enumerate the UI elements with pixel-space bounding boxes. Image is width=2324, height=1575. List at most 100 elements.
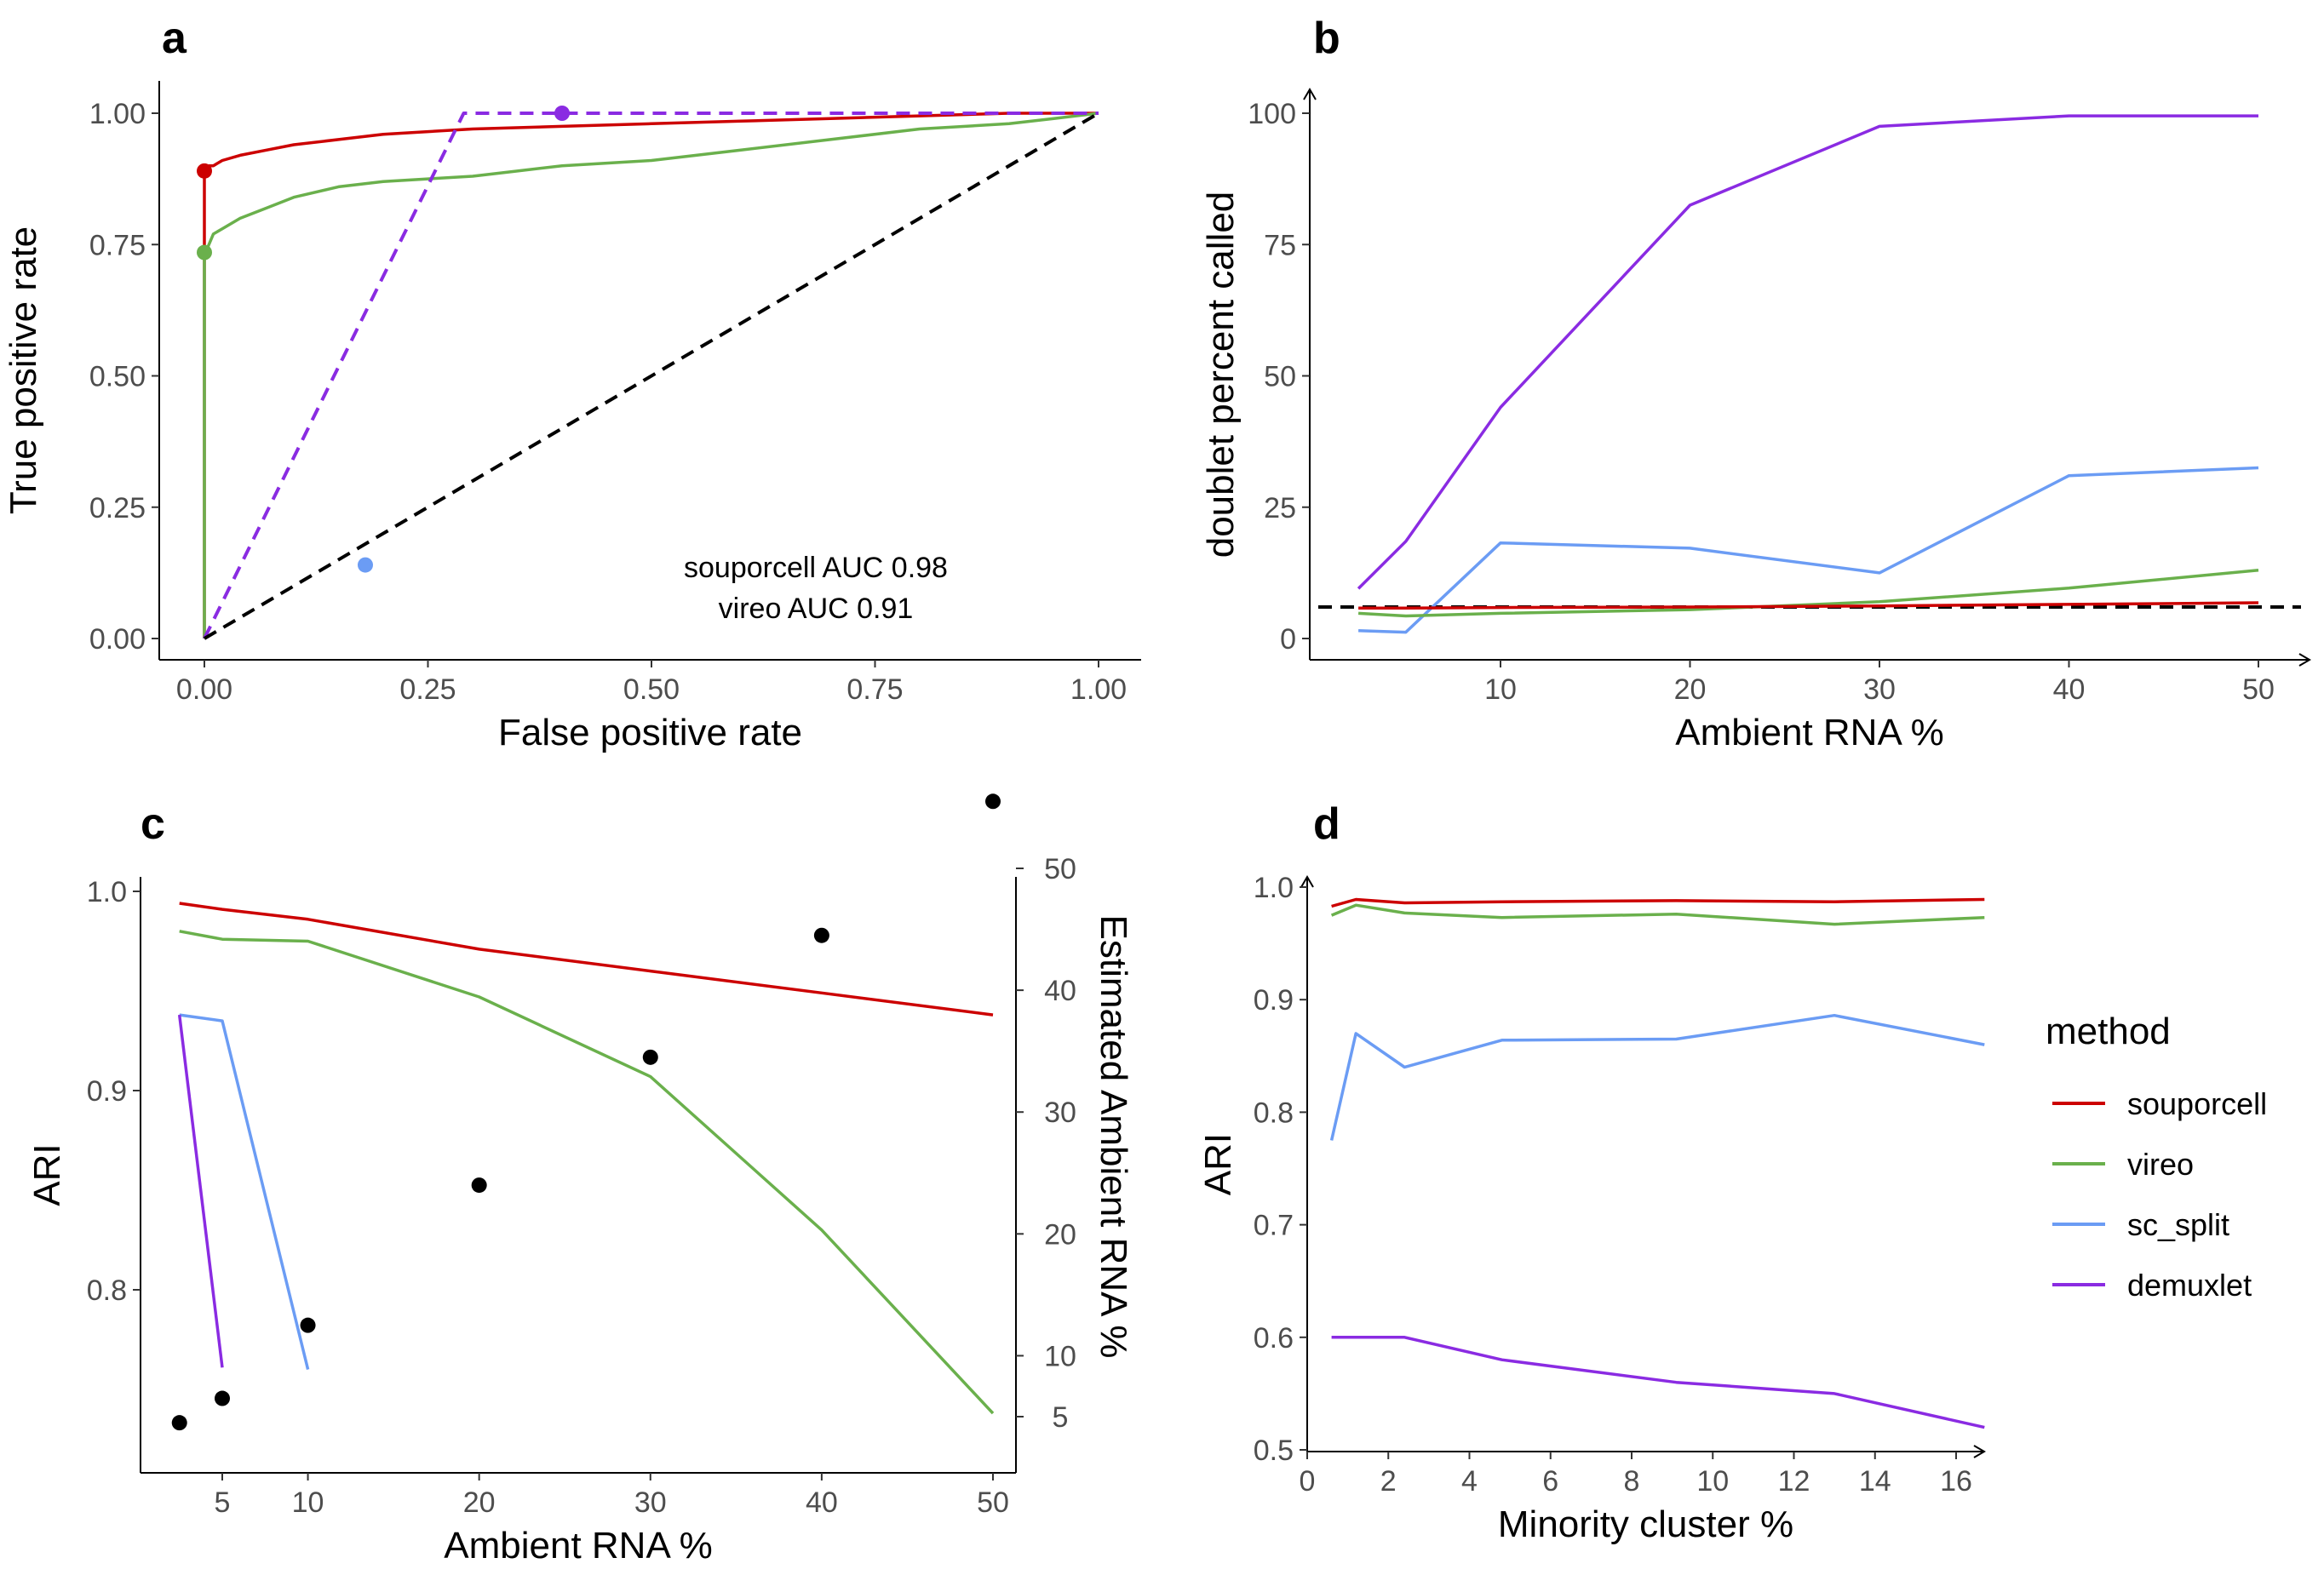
x-tick-label: 50: [977, 1486, 1009, 1519]
x-tick-label: 20: [1674, 673, 1707, 706]
x-tick-label: 40: [806, 1486, 838, 1519]
y2-tick-label: 5: [1053, 1401, 1069, 1434]
x-axis-title: Ambient RNA %: [444, 1525, 712, 1566]
y-tick-label: 0.6: [1254, 1322, 1294, 1354]
legend-label-demuxlet: demuxlet: [2127, 1268, 2252, 1303]
panel-letter-b: b: [1313, 14, 1340, 63]
panel-letter-c: c: [141, 799, 165, 849]
series-line-sc_split: [1329, 1013, 1985, 1141]
y-tick-label: 0.50: [89, 361, 146, 393]
series-line-vireo: [179, 930, 995, 1415]
x-axis-title: Minority cluster %: [1498, 1503, 1793, 1545]
estimated-ambient-point: [300, 1317, 316, 1333]
x-tick-label: 0: [1300, 1465, 1316, 1498]
series-line-demuxlet: [1331, 1336, 1985, 1429]
y-tick-label: 0.9: [1254, 984, 1294, 1017]
y-axis-arrow: [1303, 88, 1317, 100]
panel-c: c 5 10 20 30 40 50 0.8 0.9 1.0 Ambient RNA % ARI 5 10…: [26, 793, 1134, 1566]
y-axis-title: ARI: [1197, 1133, 1239, 1195]
y2-tick-label: 20: [1044, 1218, 1076, 1251]
panel-d: d 0 2 4 6 8 10 12 14 16 0.5 0.6 0.7 0.8 0.9 1.0 Minority…: [1197, 799, 1986, 1545]
x-axis-title: Ambient RNA %: [1675, 712, 1943, 753]
panel-letter-a: a: [162, 14, 187, 63]
series-line-sc_split: [1358, 466, 2259, 634]
y-tick-label: 0.75: [89, 229, 146, 261]
y-tick-label: 0.8: [87, 1274, 127, 1307]
series-line-souporcell: [1358, 601, 2259, 610]
series-line-sc_split: [179, 1013, 310, 1371]
panel-a: a 0.00 0.25 0.50 0.75 1.00 0.00 0.25 0.50 0.75 1.0…: [3, 14, 1141, 753]
x-tick-label: 2: [1380, 1465, 1397, 1498]
series-line-demuxlet: [203, 112, 1099, 639]
x-tick-label: 8: [1624, 1465, 1640, 1498]
y2-tick-label: 50: [1044, 853, 1076, 885]
y-tick-label: 25: [1264, 492, 1296, 524]
y-tick-label: 0.8: [1254, 1097, 1294, 1129]
estimated-ambient-point: [171, 1415, 187, 1431]
x-tick-label: 5: [215, 1486, 231, 1519]
x-tick-label: 0.75: [846, 673, 903, 706]
estimated-ambient-point: [985, 793, 1001, 810]
estimated-ambient-point: [642, 1049, 658, 1065]
series-line-souporcell: [179, 902, 994, 1017]
x-tick-label: 0.00: [176, 673, 232, 706]
x-tick-label: 12: [1778, 1465, 1810, 1498]
x-axis-title: False positive rate: [498, 712, 802, 753]
series-line-souporcell: [1331, 897, 1985, 908]
y-tick-label: 1.00: [89, 98, 146, 130]
y-tick-label: 0.7: [1254, 1210, 1294, 1242]
legend-title: method: [2046, 1011, 2171, 1052]
x-tick-label: 30: [1863, 673, 1896, 706]
y-tick-label: 0.5: [1254, 1435, 1294, 1467]
x-tick-label: 0.50: [623, 673, 680, 706]
point-vireo: [197, 244, 212, 261]
x-tick-label: 0.25: [399, 673, 456, 706]
x-axis-arrow: [1973, 1445, 1986, 1458]
y-axis-title: doublet percent called: [1200, 192, 1242, 558]
legend-label-souporcell: souporcell: [2127, 1086, 2267, 1121]
x-tick-label: 10: [1696, 1465, 1729, 1498]
legend-label-vireo: vireo: [2127, 1147, 2194, 1182]
x-tick-label: 40: [2053, 673, 2086, 706]
panels: a0.00 0.25 0.50 0.75 1.000.000.250.500.751.0…: [3, 14, 2311, 1566]
y-tick-label: 0.9: [87, 1075, 127, 1108]
panel-b: b 10 20 30 40 50 0 25 50 75 100 Ambient RNA % double…: [1200, 14, 2311, 753]
y-tick-label: 0.00: [89, 623, 146, 656]
y-tick-label: 50: [1264, 361, 1296, 393]
y2-tick-label: 10: [1044, 1340, 1076, 1372]
series-line-demuxlet: [177, 1014, 224, 1368]
legend: method souporcell vireo sc_split demuxlet: [2046, 1011, 2267, 1303]
x-tick-label: 14: [1859, 1465, 1891, 1498]
x-tick-label: 4: [1461, 1465, 1478, 1498]
y2-tick-label: 30: [1044, 1097, 1076, 1129]
x-tick-label: 10: [292, 1486, 324, 1519]
y-tick-label: 1.0: [1254, 872, 1294, 904]
auc-annotation: vireo AUC 0.91: [719, 593, 914, 625]
x-tick-label: 6: [1542, 1465, 1558, 1498]
series-line-demuxlet: [1357, 114, 2258, 590]
legend-label-sc_split: sc_split: [2127, 1207, 2229, 1242]
series-line-vireo: [203, 112, 1099, 639]
estimated-ambient-point: [471, 1177, 487, 1194]
y-tick-label: 75: [1264, 229, 1296, 261]
x-tick-label: 16: [1940, 1465, 1972, 1498]
point-demuxlet: [554, 106, 570, 121]
series-line-vireo: [1358, 569, 2259, 618]
x-axis-arrow: [2298, 653, 2311, 667]
y-tick-label: 100: [1248, 98, 1296, 130]
series-line-vireo: [1330, 903, 1985, 926]
y2-tick-label: 40: [1044, 975, 1076, 1007]
y-tick-label: 0.25: [89, 492, 146, 524]
y2-axis-title: Estimated Ambient RNA %: [1093, 915, 1134, 1359]
auc-annotation: souporcell AUC 0.98: [684, 552, 948, 584]
series-line-chance: [203, 112, 1100, 640]
estimated-ambient-point: [215, 1390, 230, 1406]
x-tick-label: 1.00: [1070, 673, 1127, 706]
y-axis-title: True positive rate: [3, 226, 44, 514]
point-sc_split: [358, 557, 373, 573]
x-tick-label: 30: [634, 1486, 667, 1519]
y-axis-arrow: [1300, 875, 1314, 888]
x-tick-label: 50: [2242, 673, 2275, 706]
